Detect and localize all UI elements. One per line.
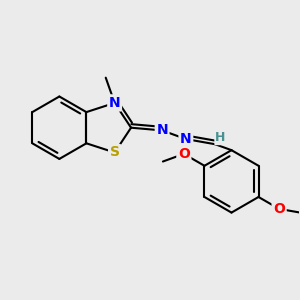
Text: N: N — [109, 96, 121, 110]
Text: N: N — [156, 123, 168, 137]
Text: S: S — [110, 146, 120, 160]
Text: N: N — [180, 132, 192, 146]
Text: O: O — [178, 147, 190, 161]
Text: O: O — [273, 202, 285, 216]
Text: H: H — [215, 131, 226, 144]
